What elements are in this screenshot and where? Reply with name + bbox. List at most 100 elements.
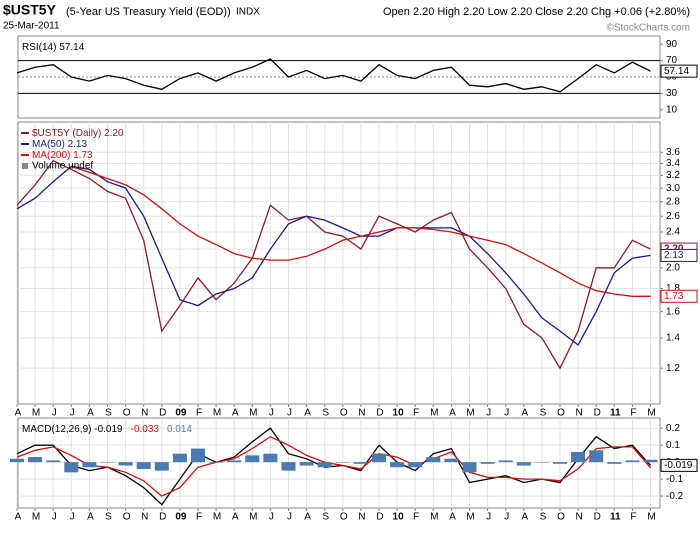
- histogram-bar: [299, 462, 314, 466]
- histogram-bar: [480, 462, 495, 464]
- histogram-bar: [516, 462, 531, 466]
- histogram-bar: [172, 453, 187, 463]
- x-tick-label: O: [123, 408, 131, 419]
- x-tick-label: O: [557, 512, 565, 523]
- subtitle: (5-Year US Treasury Yield (EOD)): [66, 6, 231, 18]
- y-tick-label: 10: [666, 104, 678, 115]
- date: 25-Mar-2011: [3, 21, 60, 32]
- legend-name: $UST5Y (Daily): [32, 128, 104, 139]
- x-tick-label: J: [504, 512, 509, 523]
- x-tick-label: O: [340, 408, 348, 419]
- x-tick-label: M: [466, 408, 474, 419]
- x-tick-label: F: [630, 408, 636, 419]
- x-tick-label: J: [70, 408, 75, 419]
- series-line: [16, 165, 651, 346]
- histogram-bar: [498, 460, 513, 463]
- histogram-bar: [191, 448, 205, 463]
- x-tick-label: S: [322, 408, 329, 419]
- x-tick-label: 11: [610, 512, 621, 523]
- x-tick-label: F: [196, 408, 202, 419]
- legend-value: 57.14: [59, 42, 84, 53]
- histogram-bar: [28, 457, 43, 463]
- y-tick-label: 3.6: [666, 147, 680, 158]
- legend-name: MA(50): [32, 139, 68, 150]
- x-tick-label: M: [466, 512, 474, 523]
- x-tick-label: S: [322, 512, 329, 523]
- y-tick-label: 70: [666, 55, 678, 66]
- x-tick-label: A: [304, 512, 311, 523]
- legend-value: 2.20: [104, 128, 124, 139]
- x-tick-label: J: [70, 512, 75, 523]
- x-tick-label: J: [504, 408, 509, 419]
- x-tick-label: J: [287, 512, 292, 523]
- y-tick-label: 3.4: [666, 158, 680, 169]
- x-tick-label: 09: [175, 408, 187, 419]
- x-tick-label: A: [521, 408, 528, 419]
- legend-value: -0.033: [131, 424, 160, 435]
- x-tick-label: S: [105, 408, 112, 419]
- x-tick-label: J: [287, 408, 292, 419]
- value-box: [660, 248, 698, 262]
- y-tick-label: -0.2: [666, 491, 684, 502]
- histogram-bar: [625, 460, 640, 463]
- x-tick-label: N: [575, 512, 582, 523]
- legend-value: 1.73: [73, 150, 93, 161]
- y-tick-label: 2.4: [666, 227, 680, 238]
- histogram-bar: [245, 455, 260, 463]
- y-tick-label: 2.0: [666, 262, 680, 273]
- x-tick-label: 10: [393, 408, 405, 419]
- x-tick-label: J: [269, 512, 274, 523]
- y-tick-label: 3.0: [666, 183, 680, 194]
- legend-entry: MACD(12,26,9) -0.019: [22, 424, 123, 435]
- y-tick-label: 2.6: [666, 211, 680, 222]
- x-tick-label: F: [413, 408, 419, 419]
- histogram-bar: [426, 457, 441, 463]
- histogram-bar: [408, 462, 423, 468]
- legend-value: 2.13: [68, 139, 88, 150]
- x-tick-label: F: [413, 512, 419, 523]
- y-tick-label: 1.2: [666, 363, 680, 374]
- x-tick-label: A: [304, 408, 311, 419]
- histogram-bar: [643, 459, 658, 463]
- histogram-bar: [462, 462, 477, 473]
- x-tick-label: 09: [175, 512, 187, 523]
- y-tick-label: 3.2: [666, 170, 680, 181]
- histogram-bar: [444, 458, 459, 463]
- y-tick-label: 0.1: [666, 440, 680, 451]
- histogram-bar: [553, 462, 567, 464]
- x-tick-label: N: [141, 408, 148, 419]
- x-tick-label: M: [249, 408, 257, 419]
- value-box-label: -0.019: [664, 460, 693, 471]
- histogram-bar: [534, 462, 549, 463]
- x-tick-label: M: [647, 512, 655, 523]
- histogram-bar: [46, 460, 61, 463]
- x-tick-label: A: [15, 408, 22, 419]
- x-tick-label: M: [249, 512, 257, 523]
- legend-name: RSI(14): [22, 42, 59, 53]
- histogram-bar: [281, 462, 296, 471]
- x-tick-label: A: [449, 512, 456, 523]
- x-tick-label: D: [594, 512, 601, 523]
- x-tick-label: S: [540, 408, 547, 419]
- x-tick-label: A: [449, 408, 456, 419]
- histogram-bar: [607, 462, 622, 464]
- y-tick-label: 2.8: [666, 196, 680, 207]
- x-tick-label: J: [486, 408, 491, 419]
- value-box: [660, 289, 698, 303]
- x-tick-label: A: [232, 512, 239, 523]
- histogram-bar: [353, 462, 368, 464]
- histogram-bar: [335, 462, 350, 463]
- x-tick-label: N: [141, 512, 148, 523]
- legend-swatch: [22, 163, 28, 169]
- histogram-bar: [372, 453, 386, 463]
- x-tick-label: O: [340, 512, 348, 523]
- quote: Open 2.20 High 2.20 Low 2.20 Close 2.20 …: [383, 6, 690, 18]
- x-tick-label: D: [376, 408, 383, 419]
- legend-value: 0.014: [167, 424, 192, 435]
- x-tick-label: N: [575, 408, 582, 419]
- histogram-bar: [317, 462, 332, 468]
- x-tick-label: F: [196, 512, 202, 523]
- y-tick-label: 1.6: [666, 306, 680, 317]
- legend-value: -0.019: [94, 424, 123, 435]
- exchange: INDX: [236, 7, 260, 18]
